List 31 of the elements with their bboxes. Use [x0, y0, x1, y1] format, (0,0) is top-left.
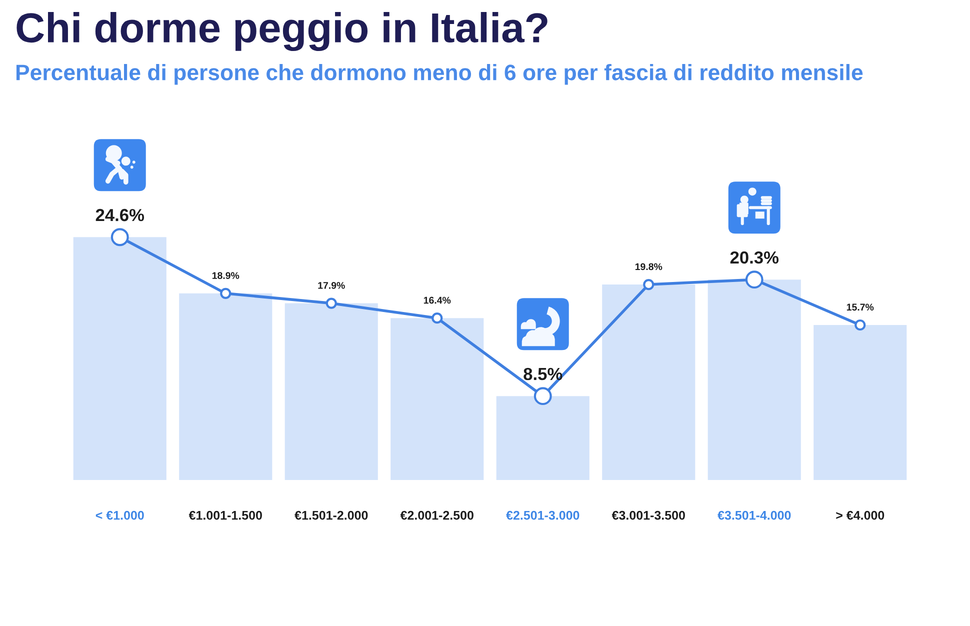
bar: [602, 284, 696, 480]
point: [326, 298, 337, 309]
bar: [390, 318, 484, 480]
data-label: 17.9%: [318, 282, 345, 289]
point: [220, 288, 232, 299]
data-label: 18.9%: [212, 272, 240, 279]
bar: [814, 325, 907, 480]
data-label: 15.7%: [846, 304, 874, 311]
data-label: 19.8%: [635, 263, 662, 270]
point: [643, 278, 654, 290]
bar: [179, 293, 272, 480]
x-tick-label: €2.001-2.500: [400, 510, 474, 520]
data-label: 16.4%: [424, 296, 451, 304]
x-tick-label: > €4.000: [836, 510, 884, 520]
point: [432, 312, 443, 324]
x-tick-label: €3.001-3.500: [612, 510, 685, 520]
data-label: 20.3%: [730, 251, 779, 264]
bar: [284, 303, 378, 480]
x-tick-label: €1.001-1.500: [188, 510, 262, 520]
bar: [496, 396, 590, 480]
x-tick-label: €1.501-2.000: [294, 510, 368, 520]
data-label: 8.5%: [524, 368, 562, 380]
chart-subtitle: Percentuale di persone che dormono meno di 6 ore per fascia di reddito mensile: [16, 64, 863, 85]
point: [854, 319, 866, 331]
bar: [708, 280, 801, 480]
bar: [73, 237, 166, 480]
x-tick-label: < €1.000: [96, 510, 144, 520]
x-tick-label: €2.501-3.000: [506, 510, 580, 520]
data-label: 24.6%: [96, 208, 144, 222]
chart-title: Chi dorme peggio in Italia?: [16, 12, 548, 52]
x-tick-label: €3.501-4.000: [718, 510, 791, 520]
